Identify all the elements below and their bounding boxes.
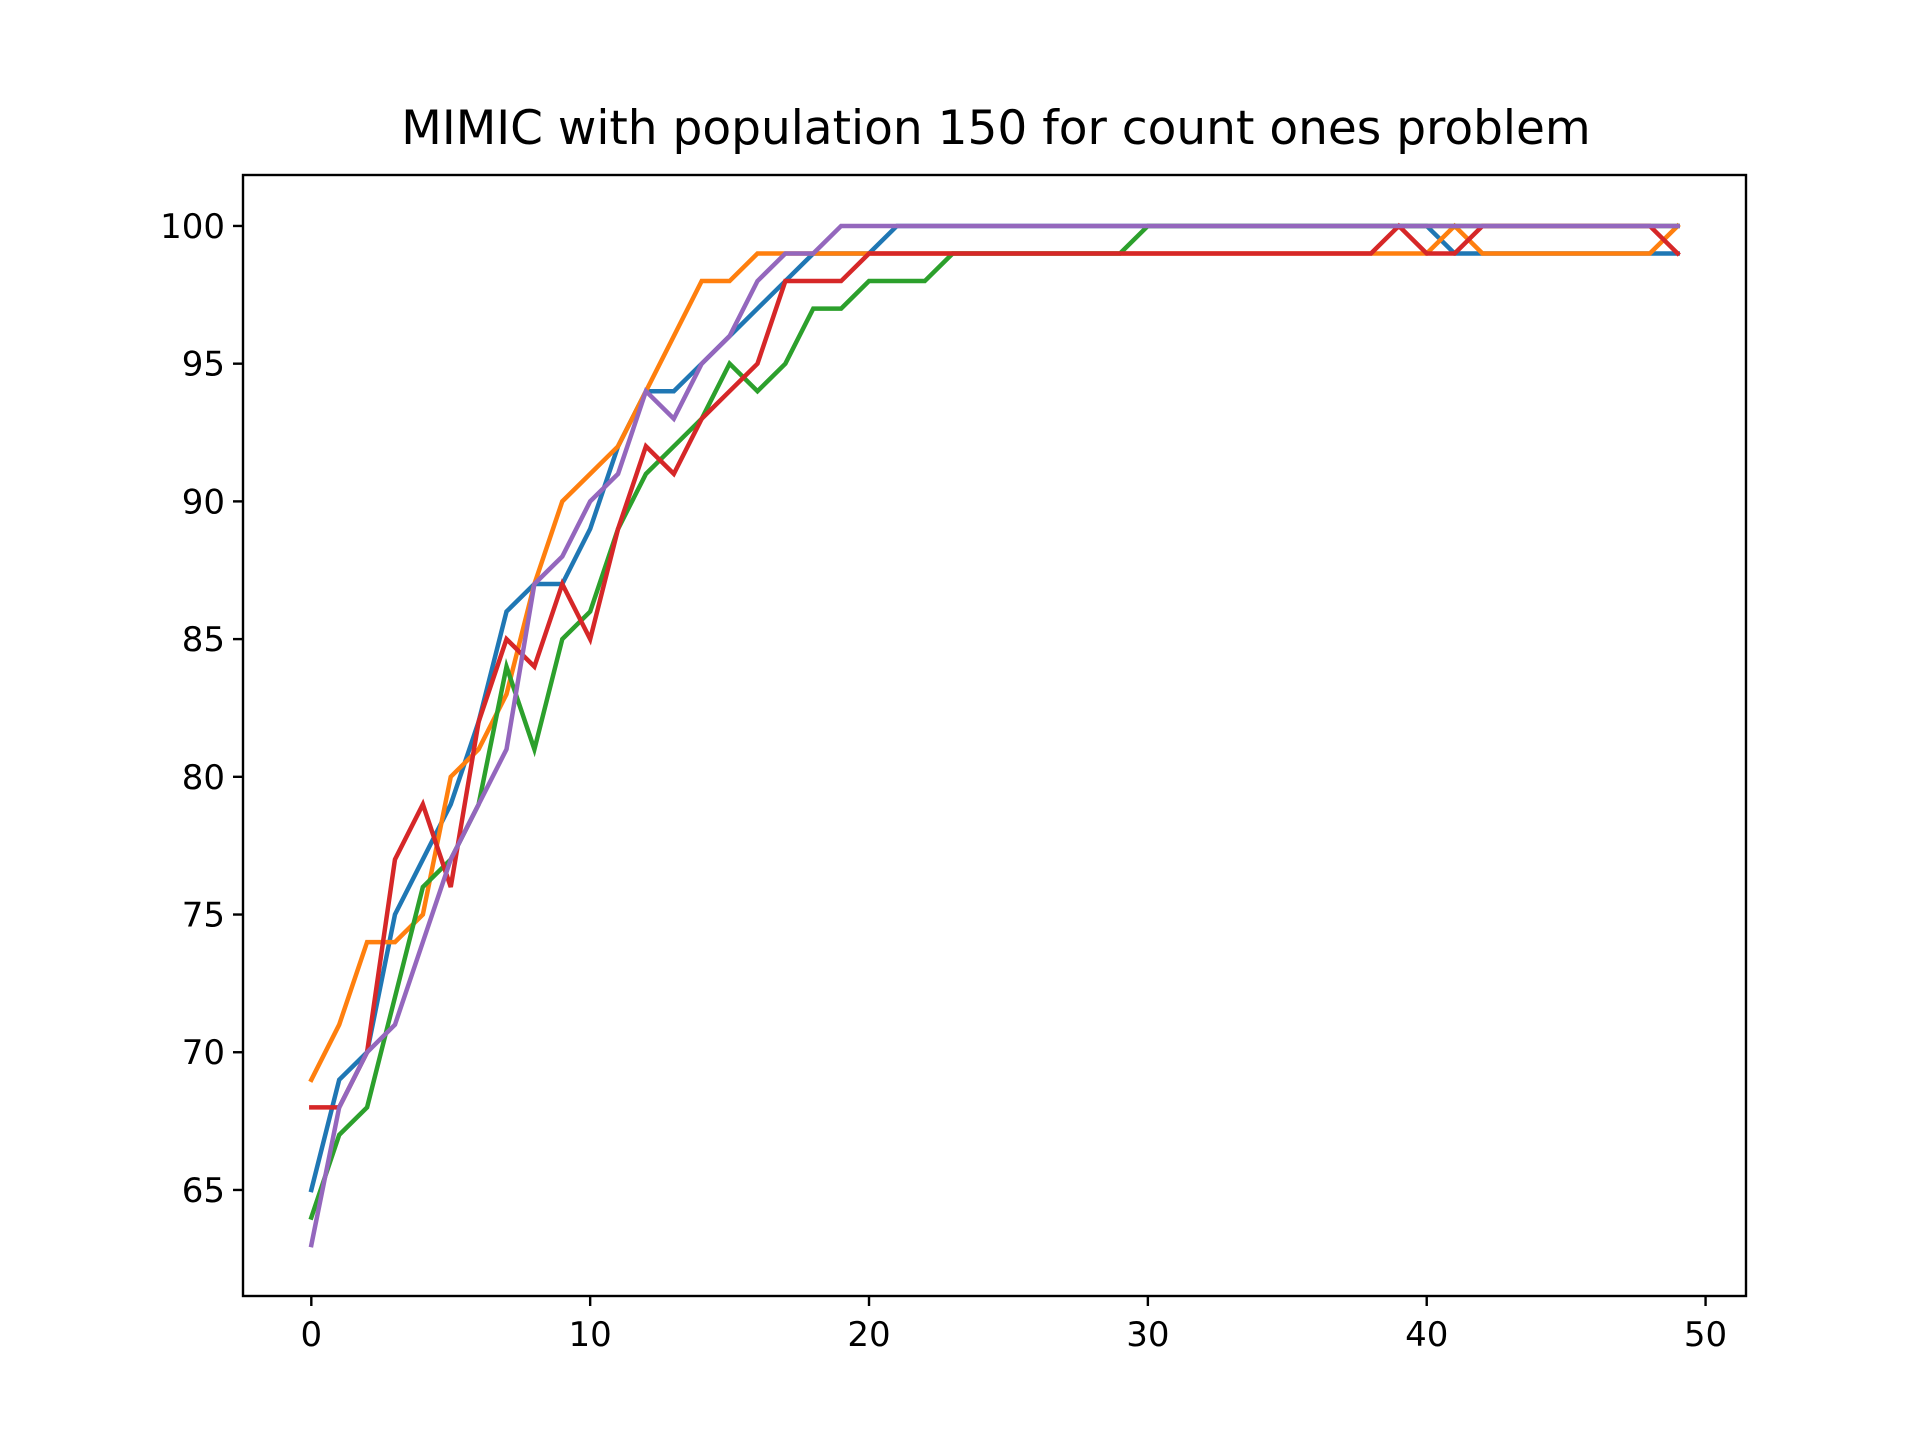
y-tick-label: 80 bbox=[182, 758, 225, 798]
y-tick-label: 85 bbox=[182, 620, 225, 660]
series-layer bbox=[308, 222, 1681, 1248]
y-tick-label: 95 bbox=[182, 345, 225, 385]
y-axis: 65 70 75 80 85 90 95 100 bbox=[160, 207, 243, 1211]
x-tick-label: 20 bbox=[847, 1315, 890, 1355]
y-tick-label: 65 bbox=[182, 1171, 225, 1211]
x-tick-label: 10 bbox=[569, 1315, 612, 1355]
chart-title: MIMIC with population 150 for count ones… bbox=[401, 101, 1590, 156]
series-line-4 bbox=[309, 222, 1681, 1110]
x-tick-label: 40 bbox=[1405, 1315, 1448, 1355]
plot-frame bbox=[241, 173, 1748, 1298]
y-tick-label: 75 bbox=[182, 896, 225, 936]
x-tick-label: 50 bbox=[1684, 1315, 1727, 1355]
y-tick-label: 90 bbox=[182, 482, 225, 522]
x-tick-label: 0 bbox=[300, 1315, 322, 1355]
x-axis: 0 10 20 30 40 50 bbox=[300, 1296, 1727, 1355]
x-tick-label: 30 bbox=[1126, 1315, 1169, 1355]
y-tick-label: 70 bbox=[182, 1033, 225, 1073]
series-line-5 bbox=[308, 223, 1680, 1248]
y-tick-label: 100 bbox=[160, 207, 225, 247]
